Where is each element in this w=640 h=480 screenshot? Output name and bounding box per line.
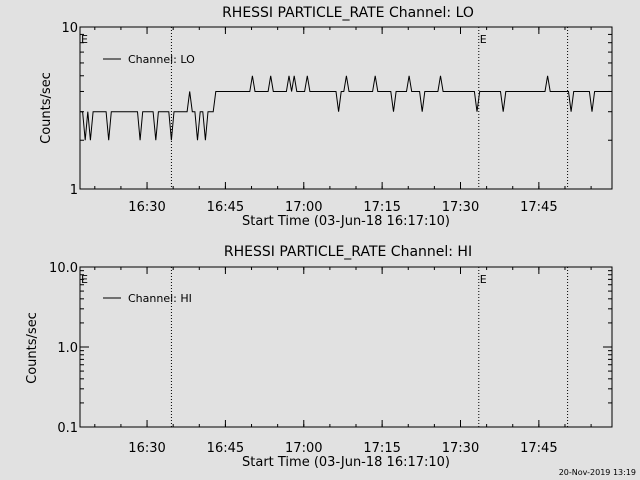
x-tick-label: 17:30 [442,441,479,456]
x-tick-label: 17:00 [285,441,322,456]
x-tick-label: 17:15 [363,200,400,215]
hi-chart-title: RHESSI PARTICLE_RATE Channel: HI [224,244,472,260]
event-marker-label: E [81,273,88,286]
event-marker-label: E [81,33,88,46]
x-tick-label: 16:30 [128,200,165,215]
lo-series-line [80,75,611,141]
y-tick-label: 10.0 [49,261,78,276]
lo-x-axis-label: Start Time (03-Jun-18 16:17:10) [242,214,450,229]
hi-x-axis-label: Start Time (03-Jun-18 16:17:10) [242,455,450,470]
x-tick-label: 17:15 [363,441,400,456]
x-tick-label: 17:45 [520,200,557,215]
x-tick-label: 17:30 [442,200,479,215]
y-tick-label: 0.1 [57,421,78,436]
event-marker-label: E [480,33,487,46]
y-tick-label: 10 [61,21,78,36]
footer-timestamp: 20-Nov-2019 13:19 [559,468,636,477]
hi-channel-panel: RHESSI PARTICLE_RATE Channel: HI Counts/… [25,244,613,470]
lo-plot-frame [79,26,613,190]
event-marker-label: E [480,273,487,286]
x-tick-label: 17:45 [520,441,557,456]
lo-legend-label: Channel: LO [128,53,195,66]
x-tick-label: 17:00 [285,200,322,215]
lo-channel-panel: RHESSI PARTICLE_RATE Channel: LO Counts/… [39,5,613,229]
hi-plot-frame [79,266,613,428]
lo-chart-title: RHESSI PARTICLE_RATE Channel: LO [222,5,474,21]
lo-y-axis-label: Counts/sec [39,72,54,144]
x-tick-label: 16:30 [128,441,165,456]
x-tick-label: 16:45 [207,200,244,215]
hi-legend-label: Channel: HI [128,292,192,305]
y-tick-label: 1.0 [57,341,78,356]
y-tick-label: 1 [70,183,78,198]
hi-y-axis-label: Counts/sec [25,312,40,384]
x-tick-label: 16:45 [207,441,244,456]
